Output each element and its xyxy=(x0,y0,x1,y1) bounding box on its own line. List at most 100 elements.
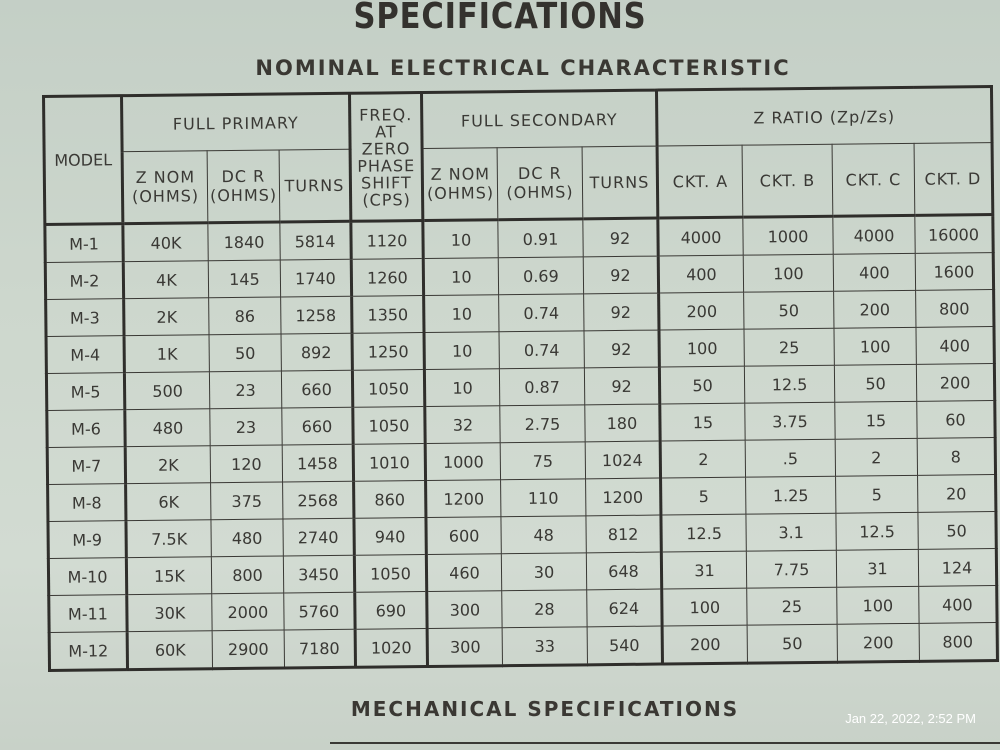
table-cell: 100 xyxy=(658,329,745,368)
table-cell: 500 xyxy=(124,371,210,410)
table-cell: 7.75 xyxy=(746,550,837,589)
cell-model: M-11 xyxy=(48,594,128,633)
table-cell: 1050 xyxy=(352,369,425,408)
header-ckt-a: CKT. A xyxy=(657,145,743,219)
table-cell: 25 xyxy=(746,587,838,626)
table-cell: 3.75 xyxy=(744,402,836,441)
table-cell: 860 xyxy=(353,480,426,519)
table-cell: 75 xyxy=(500,441,586,480)
table-cell: 15 xyxy=(659,403,746,442)
table-cell: 3.1 xyxy=(745,513,837,552)
table-cell: 180 xyxy=(584,404,661,442)
cell-model: M-1 xyxy=(44,223,124,263)
table-cell: 2740 xyxy=(282,518,355,556)
page-title: SPECIFICATIONS xyxy=(353,0,647,37)
table-cell: 940 xyxy=(353,517,427,556)
table-cell: 2K xyxy=(123,297,210,336)
table-cell: 480 xyxy=(124,408,211,447)
table-cell: 10 xyxy=(423,257,499,296)
table-cell: 15 xyxy=(834,401,918,440)
cell-model: M-8 xyxy=(47,483,126,522)
table-cell: 1010 xyxy=(353,443,426,482)
table-cell: 1000 xyxy=(742,216,834,256)
table-cell: 50 xyxy=(659,366,745,405)
table-cell: 10 xyxy=(424,368,500,407)
table-cell: 540 xyxy=(587,626,663,665)
table-cell: 400 xyxy=(915,326,995,365)
table-cell: 690 xyxy=(354,591,428,630)
table-cell: 92 xyxy=(583,293,659,331)
table-cell: 15K xyxy=(126,556,212,595)
next-table-top-border xyxy=(330,742,1000,744)
cell-model: M-10 xyxy=(48,557,127,596)
table-cell: 2 xyxy=(835,438,918,477)
table-cell: 1260 xyxy=(351,258,424,297)
table-cell: 2 xyxy=(660,440,746,479)
table-cell: 4000 xyxy=(657,217,744,257)
table-cell: 200 xyxy=(837,623,920,663)
table-cell: 30K xyxy=(126,593,213,632)
table-cell: 0.74 xyxy=(498,293,584,332)
table-cell: 1258 xyxy=(280,296,353,335)
table-cell: 1840 xyxy=(207,222,281,261)
table-cell: 200 xyxy=(916,363,995,402)
table-cell: 60K xyxy=(127,630,213,670)
header-primary-dcr: DC R (OHMS) xyxy=(207,150,280,223)
section-heading-electrical: NOMINAL ELECTRICAL CHARACTERISTIC xyxy=(255,56,791,80)
table-cell: 400 xyxy=(833,253,916,292)
table-cell: 25 xyxy=(743,328,835,367)
table-cell: 0.69 xyxy=(498,256,584,295)
table-cell: 1250 xyxy=(352,332,425,371)
table-cell: 32 xyxy=(424,405,501,444)
table-cell: 800 xyxy=(915,289,994,328)
table-cell: 50 xyxy=(917,511,997,550)
table-cell: 12.5 xyxy=(835,512,919,551)
table-cell: 2568 xyxy=(282,481,354,520)
table-cell: 1020 xyxy=(355,628,428,668)
table-cell: 0.87 xyxy=(499,367,585,406)
table-cell: 5760 xyxy=(283,592,356,630)
header-primary-znom: Z NOM (OHMS) xyxy=(122,150,208,224)
table-cell: 20 xyxy=(917,474,996,513)
table-cell: 1200 xyxy=(585,478,661,516)
table-cell: 33 xyxy=(502,626,588,666)
table-cell: 1024 xyxy=(585,441,661,479)
header-secondary-turns: TURNS xyxy=(582,146,658,219)
table-cell: 100 xyxy=(836,586,920,625)
table-cell: 145 xyxy=(208,260,281,298)
table-cell: 12.5 xyxy=(660,514,747,553)
table-cell: 800 xyxy=(919,622,998,662)
header-ckt-c: CKT. C xyxy=(832,143,915,217)
table-cell: 0.74 xyxy=(499,330,585,369)
table-body: M-1 40K 1840 5814 1120 10 0.91 92 4000 1000 4000 16… xyxy=(44,214,998,671)
header-secondary-dcr: DC R (OHMS) xyxy=(497,146,583,220)
table-cell: 0.91 xyxy=(497,218,584,258)
table-cell: 124 xyxy=(918,548,997,587)
table-cell: 50 xyxy=(834,364,917,403)
table-cell: 1200 xyxy=(425,479,501,518)
table-cell: 60 xyxy=(916,400,996,439)
cell-model: M-7 xyxy=(47,446,126,485)
table-cell: 92 xyxy=(583,330,660,368)
header-model: MODEL xyxy=(43,95,123,225)
table-cell: 7.5K xyxy=(125,519,212,558)
table-cell: 375 xyxy=(210,482,283,520)
cell-model: M-4 xyxy=(46,335,125,374)
table-cell: 8 xyxy=(917,437,996,476)
table-cell: 10 xyxy=(423,294,500,333)
table-cell: 1050 xyxy=(354,554,427,593)
cell-model: M-3 xyxy=(45,298,125,337)
table-cell: 1K xyxy=(124,334,210,373)
table-cell: 1.25 xyxy=(745,476,836,515)
table-cell: 1000 xyxy=(425,442,501,481)
header-ckt-d: CKT. D xyxy=(914,142,993,216)
table-cell: 12.5 xyxy=(744,365,835,404)
header-full-secondary: FULL SECONDARY xyxy=(421,90,658,149)
cell-model: M-9 xyxy=(47,520,127,559)
cell-model: M-2 xyxy=(45,261,124,300)
cell-model: M-12 xyxy=(49,631,128,671)
header-ckt-b: CKT. B xyxy=(742,144,833,218)
table-cell: 1740 xyxy=(280,259,352,298)
table-cell: 5 xyxy=(835,475,918,514)
table-cell: 660 xyxy=(281,407,354,446)
